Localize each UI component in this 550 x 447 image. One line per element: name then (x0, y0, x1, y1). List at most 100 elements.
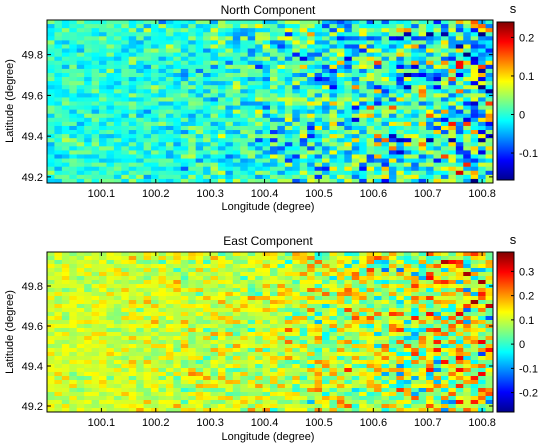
heatmap-cell (292, 89, 301, 94)
heatmap-cell (247, 36, 256, 41)
heatmap-cell (314, 324, 323, 329)
heatmap-cell (99, 101, 107, 106)
heatmap-cell (478, 154, 486, 159)
heatmap-cell (322, 32, 330, 37)
heatmap-cell (314, 85, 323, 90)
heatmap-cell (351, 166, 360, 172)
heatmap-cell (374, 105, 382, 111)
heatmap-cell (329, 404, 338, 409)
heatmap-cell (433, 130, 442, 135)
heatmap-cell (69, 125, 78, 131)
heatmap-cell (351, 344, 360, 349)
heatmap-cell (255, 316, 263, 321)
heatmap-cell (455, 174, 464, 180)
heatmap-cell (210, 134, 219, 139)
heatmap-cell (180, 60, 189, 66)
heatmap-cell (143, 52, 152, 58)
heatmap-cell (165, 170, 174, 176)
heatmap-cell (76, 81, 85, 86)
heatmap-cell (485, 276, 494, 281)
heatmap-cell (113, 150, 122, 155)
heatmap-cell (262, 360, 271, 365)
heatmap-cell (232, 170, 241, 176)
x-tick-label: 100.1 (88, 188, 116, 200)
heatmap-cell (307, 150, 315, 155)
heatmap-cell (411, 404, 420, 409)
heatmap-cell (262, 264, 271, 269)
heatmap-cell (329, 308, 338, 313)
heatmap-cell (366, 252, 375, 257)
heatmap-cell (485, 150, 494, 155)
heatmap-cell (426, 316, 434, 321)
heatmap-cell (203, 85, 211, 90)
heatmap-cell (485, 105, 494, 111)
heatmap-cell (247, 312, 256, 317)
heatmap-cell (121, 256, 130, 261)
heatmap-cell (76, 280, 85, 285)
heatmap-cell (225, 154, 234, 159)
heatmap-cell (307, 130, 315, 135)
heatmap-cell (403, 340, 412, 345)
heatmap-cell (463, 20, 472, 25)
heatmap-cell (470, 332, 479, 337)
heatmap-cell (54, 150, 63, 155)
heatmap-cell (240, 380, 249, 385)
heatmap-cell (411, 380, 420, 385)
heatmap-cell (403, 264, 412, 269)
heatmap-cell (314, 68, 323, 74)
heatmap-cell (173, 260, 182, 265)
heatmap-cell (247, 328, 256, 333)
heatmap-cell (344, 154, 353, 159)
heatmap-cell (76, 64, 85, 70)
heatmap-cell (307, 296, 315, 301)
heatmap-cell (61, 36, 70, 41)
heatmap-cell (277, 392, 286, 397)
heatmap-cell (270, 400, 278, 405)
heatmap-cell (151, 320, 159, 325)
heatmap-cell (165, 252, 174, 257)
heatmap-cell (344, 368, 353, 373)
heatmap-cell (433, 68, 442, 74)
heatmap-cell (478, 77, 486, 82)
heatmap-cell (314, 113, 323, 119)
heatmap-cell (255, 89, 263, 94)
heatmap-cell (84, 256, 92, 261)
heatmap-cell (396, 81, 405, 86)
heatmap-cell (388, 336, 397, 341)
heatmap-cell (374, 68, 382, 74)
heatmap-cell (336, 113, 345, 119)
heatmap-cell (307, 158, 315, 164)
heatmap-cell (128, 284, 137, 289)
heatmap-cell (396, 324, 405, 329)
heatmap-cell (292, 256, 301, 261)
heatmap-cell (440, 284, 449, 289)
heatmap-cell (284, 384, 293, 389)
heatmap-cell (433, 392, 442, 397)
heatmap-cell (158, 312, 167, 317)
heatmap-cell (292, 121, 301, 127)
heatmap-cell (128, 376, 137, 381)
heatmap-cell (381, 300, 390, 305)
heatmap-cell (151, 77, 159, 82)
heatmap-cell (433, 89, 442, 94)
heatmap-cell (366, 348, 375, 353)
heatmap-cell (478, 268, 486, 273)
heatmap-cell (255, 344, 263, 349)
heatmap-cell (173, 97, 182, 102)
heatmap-cell (396, 392, 405, 397)
heatmap-cell (91, 320, 100, 325)
heatmap-cell (396, 280, 405, 285)
heatmap-cell (165, 125, 174, 131)
heatmap-cell (292, 44, 301, 49)
heatmap-cell (448, 348, 457, 353)
heatmap-cell (440, 52, 449, 58)
heatmap-cell (210, 89, 219, 94)
heatmap-cell (359, 276, 368, 281)
heatmap-cell (247, 146, 256, 151)
heatmap-cell (314, 384, 323, 389)
heatmap-cell (284, 332, 293, 337)
heatmap-cell (225, 408, 234, 413)
heatmap-cell (440, 130, 449, 135)
heatmap-cell (284, 348, 293, 353)
heatmap-cell (99, 178, 107, 184)
